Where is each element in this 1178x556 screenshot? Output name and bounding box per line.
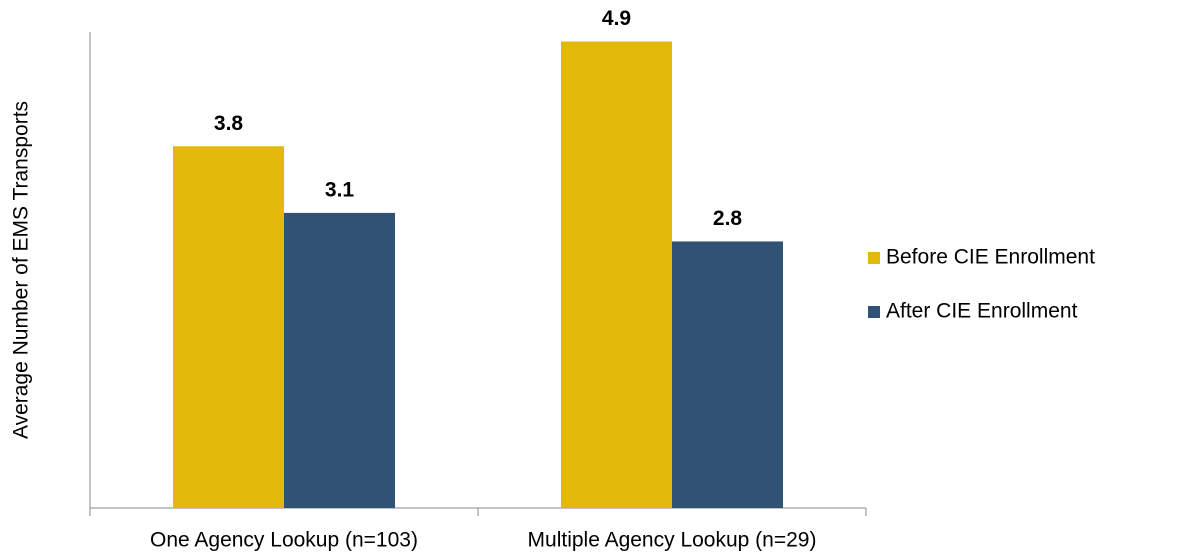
value-label: 3.1 [325,178,355,201]
y-axis-label: Average Number of EMS Transports [10,101,33,439]
value-label: 2.8 [713,207,743,230]
x-tick-label: One Agency Lookup (n=103) [150,529,418,552]
value-label: 4.9 [602,7,631,30]
x-tick-label: Multiple Agency Lookup (n=29) [528,529,817,552]
legend-swatch [868,252,880,264]
legend-label: After CIE Enrollment [886,300,1078,323]
bar [284,212,395,508]
legend-label: Before CIE Enrollment [886,246,1095,269]
bar [173,146,284,509]
bar [561,41,672,509]
legend-swatch [868,306,880,318]
bar [672,241,783,508]
value-label: 3.8 [214,112,244,135]
